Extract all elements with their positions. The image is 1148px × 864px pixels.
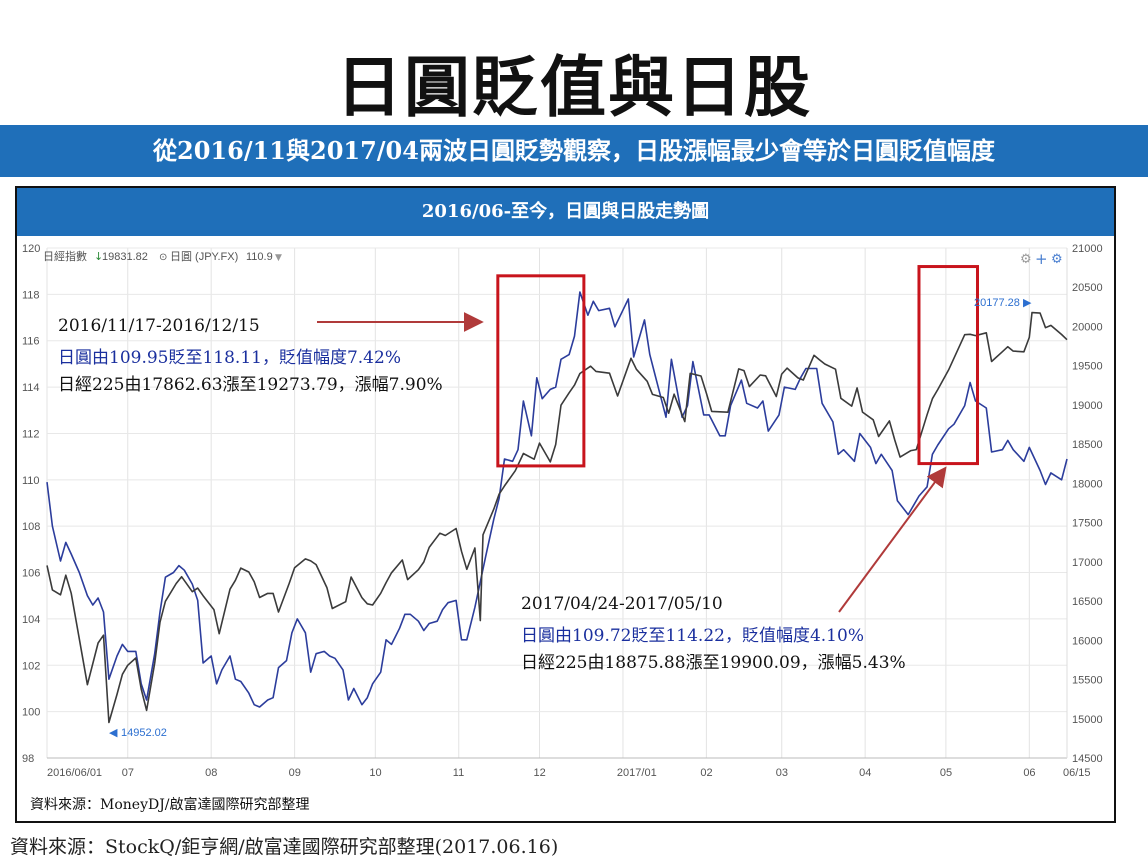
y-right-tick-label: 15000 bbox=[1072, 714, 1103, 726]
subtitle-text: 從2016/11與2017/04兩波日圓貶勢觀察，日股漲幅最少會等於日圓貶值幅度 bbox=[153, 136, 995, 165]
y-left-tick-label: 120 bbox=[22, 243, 40, 255]
y-left-tick-label: 98 bbox=[22, 753, 34, 765]
high-marker-arrow-icon: ▶ bbox=[1023, 296, 1032, 309]
annotation-1-yen: 日圓由109.95貶至118.11，貶值幅度7.42% bbox=[58, 348, 401, 368]
annotation-arrows bbox=[317, 312, 947, 613]
legend-nikkei-arrow-icon: ↓ bbox=[94, 250, 103, 263]
annotation-2-yen: 日圓由109.72貶至114.22，貶值幅度4.10% bbox=[521, 626, 864, 646]
low-marker-label: 14952.02 bbox=[121, 727, 167, 739]
y-left-tick-label: 110 bbox=[22, 475, 40, 487]
x-tick-label: 12 bbox=[534, 767, 546, 779]
x-tick-label: 11 bbox=[453, 767, 464, 779]
y-right-tick-label: 16000 bbox=[1072, 635, 1103, 647]
x-tick-label: 06/15 bbox=[1063, 767, 1091, 779]
y-right-tick-label: 16500 bbox=[1072, 596, 1103, 608]
yen-series-line bbox=[46, 291, 1068, 708]
chart-toolbar: ⚙ + ⚙ bbox=[1020, 250, 1063, 268]
annotation-2-period: 2017/04/24-2017/05/10 bbox=[521, 594, 723, 614]
y-right-tick-label: 20500 bbox=[1072, 282, 1103, 294]
grid bbox=[46, 247, 1068, 759]
annotation-2-nikkei: 日經225由18875.88漲至19900.09，漲幅5.43% bbox=[521, 653, 906, 673]
legend-yen-dot-icon: ⊙ bbox=[159, 252, 167, 263]
x-tick-label: 2017/01 bbox=[617, 767, 657, 779]
y-left-tick-label: 114 bbox=[22, 382, 40, 394]
y-left-tick-label: 104 bbox=[22, 614, 40, 626]
y-right-tick-label: 20000 bbox=[1072, 321, 1103, 333]
y-right-tick-label: 17000 bbox=[1072, 557, 1103, 569]
source-note-outer: 資料來源：StockQ/鉅亨網/啟富達國際研究部整理(2017.06.16) bbox=[10, 836, 559, 858]
source-note-inner: 資料來源：MoneyDJ/啟富達國際研究部整理 bbox=[30, 797, 310, 813]
x-tick-label: 06 bbox=[1023, 767, 1035, 779]
axis-ticks: 2016/06/01 07 08 09 10 11 12 2017/01 02 03 04 05 06 0… bbox=[22, 243, 1103, 779]
x-tick-label: 09 bbox=[289, 767, 301, 779]
y-right-tick-label: 18000 bbox=[1072, 478, 1103, 490]
y-right-tick-label: 14500 bbox=[1072, 753, 1103, 765]
y-right-tick-label: 21000 bbox=[1072, 243, 1103, 255]
line-chart: 2016/06/01 07 08 09 10 11 12 2017/01 02 03 04 05 06 0… bbox=[22, 243, 1103, 779]
y-left-tick-label: 112 bbox=[22, 428, 40, 440]
x-tick-label: 10 bbox=[369, 767, 381, 779]
chart-header: 2016/06-至今，日圓與日股走勢圖 bbox=[17, 188, 1114, 236]
highlight-box-1 bbox=[496, 274, 586, 468]
y-left-tick-label: 108 bbox=[22, 521, 40, 533]
zoom-in-icon[interactable]: + bbox=[1035, 250, 1048, 268]
highlight-boxes bbox=[496, 265, 979, 468]
chart-legend: 日經指數 ↓ 19831.82 ⊙ 日圓 (JPY.FX) 110.9 ▼ bbox=[43, 249, 282, 263]
highlight-box-2 bbox=[917, 265, 979, 466]
value-markers: ◀ 14952.02 20177.28 ▶ bbox=[109, 296, 1032, 739]
x-tick-label: 03 bbox=[776, 767, 788, 779]
settings-gear-blue-icon[interactable]: ⚙ bbox=[1051, 252, 1063, 267]
y-right-tick-label: 17500 bbox=[1072, 518, 1103, 530]
x-tick-label: 04 bbox=[859, 767, 871, 779]
x-tick-label: 07 bbox=[122, 767, 134, 779]
y-right-tick-label: 15500 bbox=[1072, 675, 1103, 687]
legend-yen-value: 110.9 bbox=[246, 251, 273, 263]
legend-yen-label: 日圓 (JPY.FX) bbox=[170, 250, 238, 263]
y-right-tick-label: 19000 bbox=[1072, 400, 1103, 412]
series-lines bbox=[46, 291, 1068, 724]
chart-title: 2016/06-至今，日圓與日股走勢圖 bbox=[421, 201, 710, 222]
high-marker-label: 20177.28 bbox=[974, 297, 1020, 309]
legend-nikkei-label: 日經指數 bbox=[43, 249, 87, 263]
annotation-1-period: 2016/11/17-2016/12/15 bbox=[58, 316, 260, 336]
legend-nikkei-value: 19831.82 bbox=[102, 251, 148, 263]
legend-dropdown-icon[interactable]: ▼ bbox=[275, 253, 282, 263]
low-marker-arrow-icon: ◀ bbox=[109, 726, 118, 739]
settings-gear-icon[interactable]: ⚙ bbox=[1020, 252, 1032, 267]
y-left-tick-label: 100 bbox=[22, 707, 40, 719]
nikkei-series-line bbox=[46, 311, 1068, 724]
chart-frame bbox=[15, 186, 1116, 823]
annotation-arrow-2 bbox=[838, 466, 947, 613]
x-tick-label: 05 bbox=[940, 767, 952, 779]
y-left-tick-label: 116 bbox=[22, 336, 40, 348]
page-title: 日圓貶值與日股 bbox=[336, 49, 812, 126]
subtitle-banner: 從2016/11與2017/04兩波日圓貶勢觀察，日股漲幅最少會等於日圓貶值幅度 bbox=[0, 125, 1148, 177]
annotation-1-nikkei: 日經225由17862.63漲至19273.79，漲幅7.90% bbox=[58, 375, 443, 395]
y-right-tick-label: 18500 bbox=[1072, 439, 1103, 451]
y-left-tick-label: 118 bbox=[22, 289, 40, 301]
y-left-tick-label: 106 bbox=[22, 568, 40, 580]
y-left-tick-label: 102 bbox=[22, 660, 40, 672]
x-tick-label: 02 bbox=[700, 767, 712, 779]
y-right-tick-label: 19500 bbox=[1072, 361, 1103, 373]
x-tick-label: 2016/06/01 bbox=[47, 767, 102, 779]
x-tick-label: 08 bbox=[205, 767, 217, 779]
